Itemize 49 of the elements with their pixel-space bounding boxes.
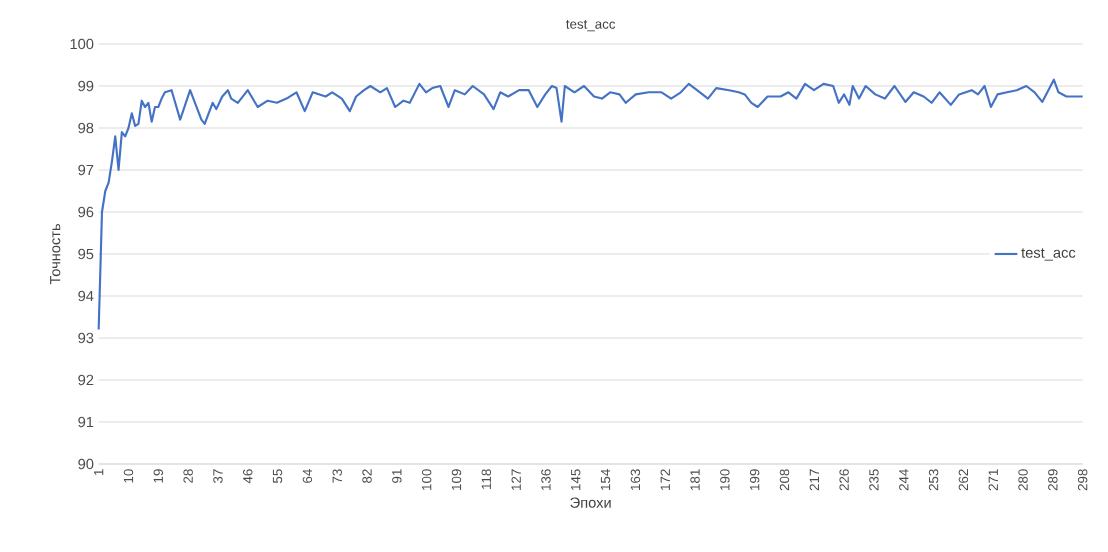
x-tick-label: 217 bbox=[809, 469, 819, 491]
x-tick-label: 28 bbox=[183, 469, 193, 483]
x-tick-label: 136 bbox=[541, 469, 551, 490]
legend-label: test_acc bbox=[1021, 248, 1076, 261]
y-tick-label: 97 bbox=[78, 164, 94, 176]
x-tick-label: 145 bbox=[571, 469, 581, 490]
x-tick-label: 91 bbox=[392, 469, 402, 483]
x-tick-label: 82 bbox=[362, 469, 372, 483]
x-tick-label: 37 bbox=[213, 469, 223, 484]
y-axis-title: Точность bbox=[50, 223, 61, 285]
y-tick-label: 100 bbox=[70, 38, 94, 50]
x-tick-label: 226 bbox=[839, 469, 849, 491]
x-tick-label: 19 bbox=[153, 469, 164, 483]
x-tick-label: 1 bbox=[94, 469, 104, 476]
y-tick-label: 95 bbox=[78, 248, 94, 260]
x-tick-label: 109 bbox=[451, 469, 462, 490]
x-tick-label: 253 bbox=[928, 469, 939, 491]
x-tick-label: 154 bbox=[600, 469, 611, 490]
x-tick-label: 298 bbox=[1077, 469, 1088, 491]
x-tick-label: 190 bbox=[720, 469, 730, 490]
x-tick-label: 280 bbox=[1018, 469, 1028, 491]
x-tick-label: 73 bbox=[332, 469, 342, 483]
x-tick-label: 199 bbox=[749, 469, 760, 490]
x-tick-label: 244 bbox=[899, 469, 909, 491]
x-tick-label: 289 bbox=[1048, 469, 1058, 491]
y-tick-label: 93 bbox=[78, 332, 94, 344]
x-tick-label: 55 bbox=[272, 469, 283, 483]
y-tick-label: 94 bbox=[78, 290, 94, 302]
x-tick-label: 64 bbox=[302, 469, 313, 483]
y-tick-label: 92 bbox=[78, 374, 94, 386]
x-tick-label: 163 bbox=[630, 469, 641, 490]
x-tick-label: 100 bbox=[421, 469, 432, 490]
y-tick-label: 99 bbox=[78, 80, 94, 92]
y-tick-label: 90 bbox=[78, 458, 94, 470]
y-tick-label: 96 bbox=[78, 206, 94, 218]
x-tick-label: 46 bbox=[243, 469, 253, 484]
x-tick-label: 271 bbox=[988, 469, 998, 491]
x-tick-label: 262 bbox=[958, 469, 969, 491]
x-tick-label: 208 bbox=[779, 469, 790, 491]
x-tick-label: 181 bbox=[690, 469, 700, 490]
chart-title: test_acc bbox=[566, 20, 616, 32]
x-axis-title: Эпохи bbox=[570, 497, 611, 508]
x-tick-label: 127 bbox=[511, 469, 521, 490]
x-tick-label: 10 bbox=[123, 469, 134, 483]
x-tick-label: 235 bbox=[869, 469, 879, 491]
x-tick-label: 118 bbox=[481, 469, 492, 489]
y-tick-label: 91 bbox=[78, 416, 94, 428]
y-tick-label: 98 bbox=[78, 122, 94, 134]
x-tick-label: 172 bbox=[660, 469, 670, 490]
